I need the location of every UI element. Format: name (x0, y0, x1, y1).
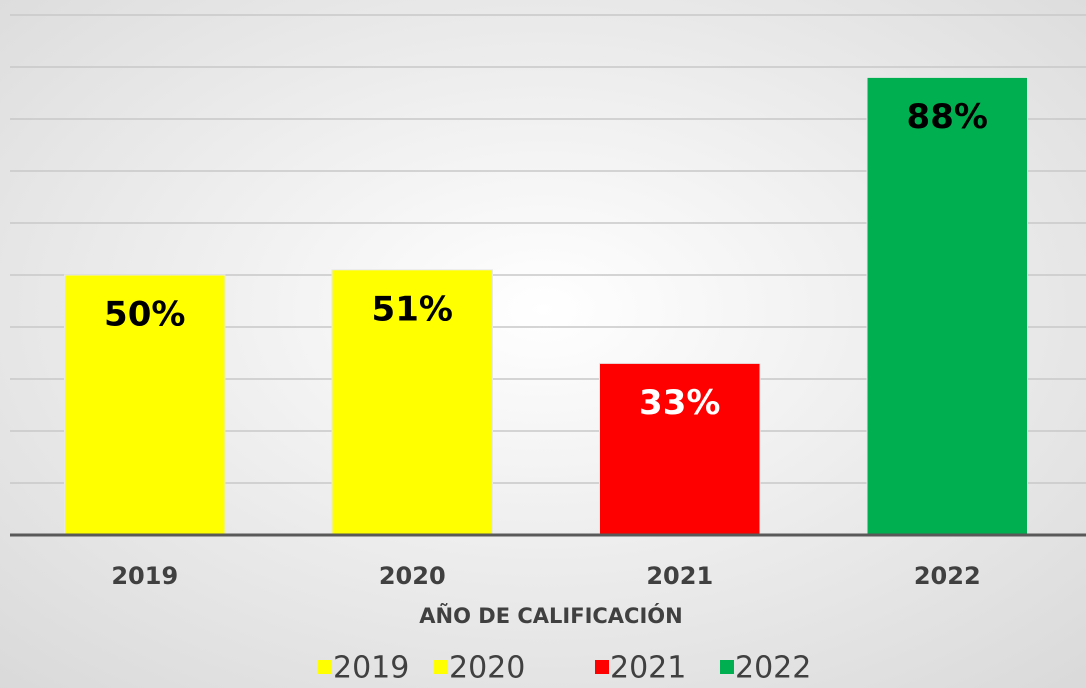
x-tick-label: 2020 (379, 562, 446, 590)
legend-label: 2022 (735, 651, 811, 686)
legend-swatch (318, 660, 332, 674)
x-axis-label: AÑO DE CALIFICACIÓN (419, 603, 682, 628)
legend-swatch (434, 660, 448, 674)
bar (599, 362, 761, 536)
x-tick-label: 2021 (646, 562, 713, 590)
bar (331, 269, 493, 536)
data-label: 51% (372, 289, 453, 329)
data-label: 50% (104, 295, 185, 335)
data-label: 88% (907, 97, 988, 137)
bar (64, 274, 226, 536)
data-label: 33% (639, 383, 720, 423)
legend-label: 2019 (333, 651, 409, 686)
legend-swatch (595, 660, 609, 674)
x-tick-label: 2019 (111, 562, 178, 590)
legend-swatch (720, 660, 734, 674)
bar (866, 76, 1028, 536)
x-tick-label: 2022 (914, 562, 981, 590)
legend-label: 2021 (610, 651, 686, 686)
legend-label: 2020 (449, 651, 525, 686)
